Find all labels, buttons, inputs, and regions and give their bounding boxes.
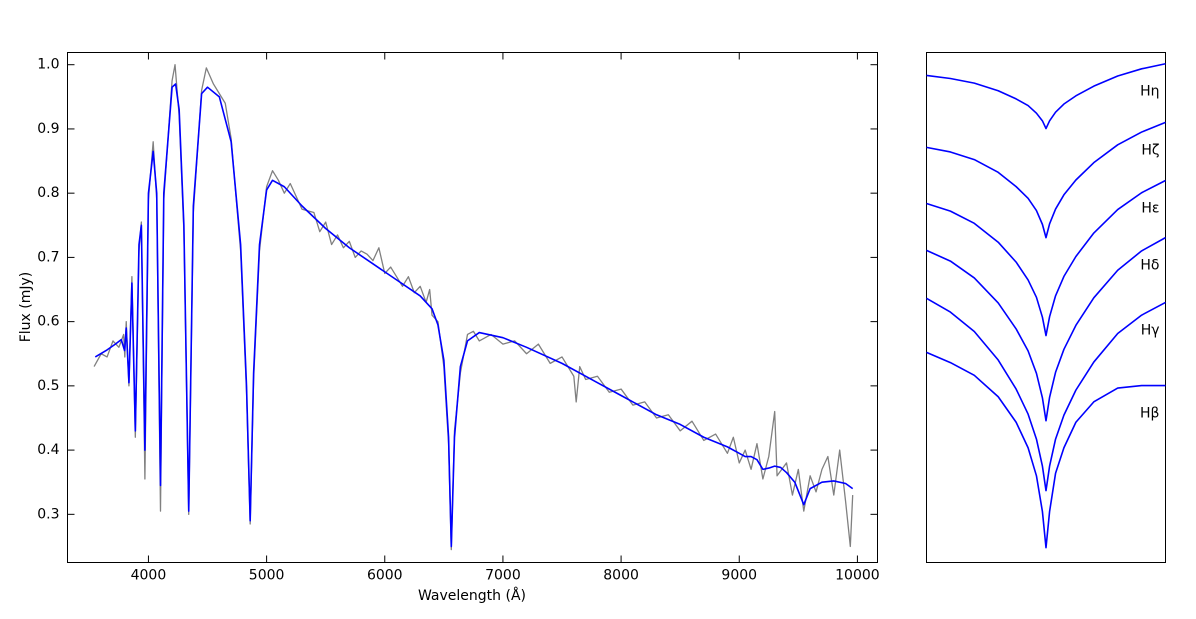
line-label: Hζ — [1141, 142, 1159, 158]
plot-frame — [67, 52, 878, 563]
series-line — [926, 297, 1166, 492]
y-tick-label: 0.9 — [37, 121, 59, 137]
y-tick-label: 0.6 — [37, 314, 59, 330]
line-label: Hβ — [1140, 406, 1159, 422]
series-line — [926, 179, 1166, 337]
series-line — [926, 62, 1166, 130]
y-tick-label: 1.0 — [37, 57, 59, 73]
x-tick-label: 6000 — [367, 568, 403, 584]
y-tick-label: 0.8 — [37, 185, 59, 201]
series-line — [926, 351, 1166, 549]
x-tick-label: 5000 — [249, 568, 285, 584]
line-label: Hη — [1140, 84, 1159, 100]
x-axis-label: Wavelength (Å) — [418, 587, 526, 604]
line-label: Hδ — [1140, 258, 1159, 274]
x-tick-label: 9000 — [721, 568, 757, 584]
x-tick-label: 8000 — [603, 568, 639, 584]
x-tick-label: 10000 — [835, 568, 880, 584]
series-line — [926, 121, 1166, 239]
y-tick-label: 0.7 — [37, 249, 59, 265]
series-line — [94, 83, 854, 548]
x-tick-label: 7000 — [485, 568, 521, 584]
x-tick-label: 4000 — [131, 568, 167, 584]
profile-frame — [926, 52, 1166, 563]
line-label: Hε — [1141, 201, 1159, 217]
series-line — [93, 64, 854, 551]
y-tick-label: 0.5 — [37, 378, 59, 394]
line-label: Hγ — [1141, 322, 1160, 338]
series-line — [926, 236, 1166, 422]
y-axis-label: Flux (mJy) — [18, 272, 34, 343]
y-tick-label: 0.3 — [37, 506, 59, 522]
y-tick-label: 0.4 — [37, 442, 59, 458]
